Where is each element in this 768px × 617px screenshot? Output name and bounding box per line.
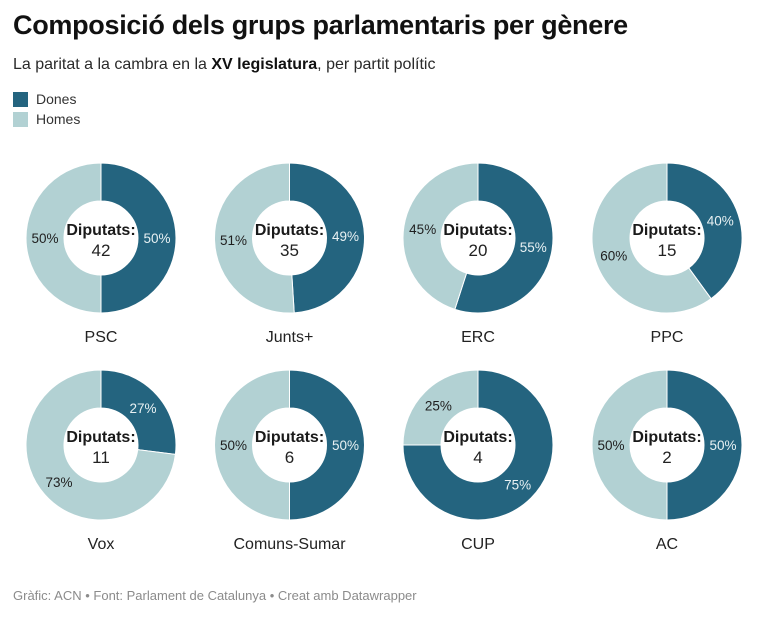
center-label: Diputats: — [443, 222, 512, 239]
center-value-diputats: 6 — [285, 448, 294, 467]
chart-title: Composició dels grups parlamentaris per … — [13, 10, 628, 40]
donut-ppc: 40% 60% Diputats: 15 PPC — [591, 162, 743, 346]
slice-dones — [289, 369, 365, 521]
center-value-diputats: 4 — [473, 448, 482, 467]
slice-dones — [100, 369, 177, 455]
slice-homes — [402, 162, 479, 310]
center-label: Diputats: — [632, 429, 701, 446]
pct-label-dones: 50% — [143, 231, 170, 246]
party-label: PSC — [85, 329, 118, 346]
center-value-diputats: 2 — [662, 448, 671, 467]
legend-swatch-dones — [13, 91, 28, 107]
subtitle-pre: La paritat a la cambra en la — [13, 56, 212, 73]
center-label: Diputats: — [443, 429, 512, 446]
center-value-diputats: 20 — [469, 241, 488, 260]
center-label: Diputats: — [632, 222, 701, 239]
pct-label-dones: 27% — [129, 401, 156, 416]
legend-swatch-homes — [13, 111, 28, 127]
pct-label-dones: 40% — [707, 214, 734, 229]
donut-comuns-sumar: 50% 50% Diputats: 6 Comuns-Sumar — [214, 369, 365, 553]
center-label: Diputats: — [255, 429, 324, 446]
party-label: AC — [656, 536, 678, 553]
pct-label-homes: 73% — [45, 475, 72, 490]
center-label: Diputats: — [66, 222, 135, 239]
party-label: PPC — [651, 329, 684, 346]
center-label: Diputats: — [66, 429, 135, 446]
center-label: Diputats: — [255, 222, 324, 239]
pct-label-dones: 55% — [520, 240, 547, 255]
legend: Dones Homes — [13, 89, 80, 129]
subtitle-bold: XV legislatura — [211, 56, 318, 73]
slice-dones — [666, 369, 743, 521]
slice-homes — [25, 369, 176, 521]
legend-item-dones: Dones — [13, 89, 80, 109]
slice-homes — [591, 162, 712, 314]
pct-label-homes: 50% — [31, 231, 58, 246]
slice-dones — [100, 162, 177, 314]
pct-label-homes: 45% — [409, 222, 436, 237]
party-label: ERC — [461, 329, 495, 346]
donut-vox: 27% 73% Diputats: 11 Vox — [25, 369, 177, 553]
party-label: Comuns-Sumar — [233, 536, 346, 553]
pct-label-dones: 50% — [709, 438, 736, 453]
slice-homes — [402, 369, 479, 446]
donut-psc: 50% 50% Diputats: 42 PSC — [25, 162, 177, 346]
center-value-diputats: 35 — [280, 241, 299, 260]
pct-label-homes: 50% — [597, 438, 624, 453]
donut-erc: 55% 45% Diputats: 20 ERC — [402, 162, 554, 346]
donut-junts-: 49% 51% Diputats: 35 Junts+ — [214, 162, 365, 346]
legend-item-homes: Homes — [13, 109, 80, 129]
chart-footer: Gràfic: ACN • Font: Parlament de Catalun… — [13, 588, 417, 603]
slice-dones — [666, 162, 743, 300]
center-value-diputats: 15 — [658, 241, 677, 260]
pct-label-dones: 75% — [504, 478, 531, 493]
slice-homes — [214, 369, 290, 521]
slice-homes — [25, 162, 102, 314]
subtitle-post: , per partit polític — [317, 56, 436, 73]
legend-label-dones: Dones — [36, 91, 77, 107]
party-label: CUP — [461, 536, 495, 553]
donut-ac: 50% 50% Diputats: 2 AC — [591, 369, 743, 553]
legend-label-homes: Homes — [36, 111, 81, 127]
donut-cup: 75% 25% Diputats: 4 CUP — [402, 369, 554, 553]
slice-dones — [289, 162, 365, 314]
center-value-diputats: 42 — [92, 241, 111, 260]
slice-homes — [214, 162, 295, 314]
party-label: Vox — [88, 536, 115, 553]
chart-subtitle: La paritat a la cambra en la XV legislat… — [13, 56, 435, 74]
pct-label-homes: 51% — [220, 233, 247, 248]
center-value-diputats: 11 — [92, 448, 110, 467]
party-label: Junts+ — [266, 329, 314, 346]
pct-label-homes: 25% — [425, 398, 452, 413]
pct-label-homes: 50% — [220, 438, 247, 453]
slice-dones — [454, 162, 554, 314]
pct-label-dones: 49% — [332, 229, 359, 244]
slice-dones — [402, 369, 554, 521]
pct-label-dones: 50% — [332, 438, 359, 453]
slice-homes — [591, 369, 668, 521]
pct-label-homes: 60% — [600, 248, 627, 263]
